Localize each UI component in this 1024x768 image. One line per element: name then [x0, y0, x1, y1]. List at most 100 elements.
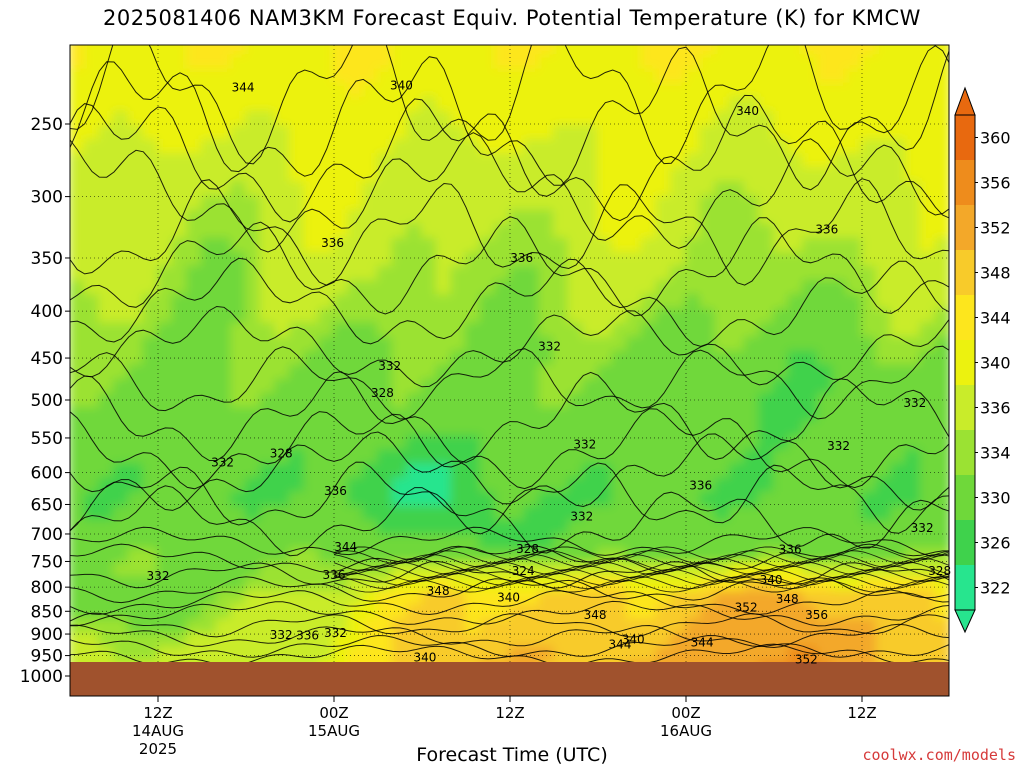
contour-label: 332 — [827, 439, 850, 453]
x-axis-label: Forecast Time (UTC) — [416, 744, 608, 766]
colorbar-label: 330 — [980, 489, 1011, 508]
colorbar-label: 326 — [980, 534, 1011, 553]
y-tick-label: 400 — [31, 302, 63, 322]
contour-line — [333, 554, 949, 568]
contour-label: 336 — [321, 236, 344, 250]
y-tick-label: 950 — [31, 647, 63, 667]
colorbar-segment — [955, 250, 975, 295]
colorbar-label: 356 — [980, 174, 1011, 193]
y-tick-label: 900 — [31, 625, 63, 645]
contour-line — [70, 216, 949, 317]
grid-lines — [70, 45, 949, 662]
y-tick-label: 500 — [31, 391, 63, 411]
contour-label: 344 — [232, 80, 255, 94]
y-tick-label: 700 — [31, 525, 63, 545]
contour-label: 348 — [584, 608, 607, 622]
colorbar-label: 336 — [980, 399, 1011, 418]
y-tick-label: 650 — [31, 495, 63, 515]
ground-surface — [70, 662, 949, 696]
y-tick-label: 350 — [31, 249, 63, 269]
contour-line — [70, 526, 949, 557]
contour-label: 332 — [911, 521, 934, 535]
y-axis: 250 300 350 400 450 500 550 600 650 700 750 800 850 9… — [20, 115, 70, 687]
colorbar-segment — [955, 160, 975, 205]
x-tick-label: 00Z — [319, 704, 348, 722]
colorbar-segment — [955, 475, 975, 520]
contour-label: 336 — [323, 568, 346, 582]
contour-line — [70, 543, 949, 573]
contour-line — [333, 550, 949, 565]
contour-line — [70, 132, 949, 253]
x-tick-label: 12Z — [143, 704, 172, 722]
contour-label: 352 — [795, 653, 818, 667]
x-tick-label: 12Z — [495, 704, 524, 722]
colorbar-label: 322 — [980, 579, 1011, 598]
contour-label: 340 — [413, 651, 436, 665]
contour-label: 328 — [371, 386, 394, 400]
contour-label: 332 — [270, 628, 293, 642]
contour-line — [333, 572, 949, 586]
contour-label: 332 — [324, 626, 347, 640]
colorbar-segment — [955, 115, 975, 160]
colorbar-segment — [955, 340, 975, 385]
contour-label: 340 — [736, 104, 759, 118]
colorbar-segment — [955, 205, 975, 250]
colorbar-label: 344 — [980, 309, 1011, 328]
contour-line — [70, 431, 949, 511]
contour-lines — [70, 45, 949, 667]
contour-label: 344 — [691, 635, 714, 649]
contour-label: 332 — [573, 437, 596, 451]
contour-label: 336 — [324, 484, 347, 498]
contour-label: 332 — [211, 456, 234, 470]
contour-label: 332 — [570, 510, 593, 524]
contour-label: 336 — [779, 543, 802, 557]
contour-label: 348 — [776, 592, 799, 606]
contour-line — [333, 579, 949, 593]
colorbar-label: 348 — [980, 264, 1011, 283]
contour-label: 328 — [516, 542, 539, 556]
contour-line — [333, 557, 949, 572]
colorbar-label: 352 — [980, 219, 1011, 238]
colorbar-bottom-arrow — [954, 609, 976, 634]
colorbar: 322 326 330 334 336 340 344 348 352 356 360 — [954, 86, 1011, 634]
x-tick-year: 2025 — [139, 740, 177, 758]
contour-label: 332 — [903, 396, 926, 410]
colorbar-label: 334 — [980, 444, 1011, 463]
contour-line — [70, 257, 949, 347]
y-tick-label: 250 — [31, 115, 63, 135]
y-tick-label: 750 — [31, 552, 63, 572]
contour-label: 356 — [805, 608, 828, 622]
contour-label: 336 — [815, 223, 838, 237]
contour-label: 340 — [760, 573, 783, 587]
contour-line — [70, 305, 949, 388]
contour-label: 344 — [334, 540, 357, 554]
colorbar-top-arrow — [954, 86, 976, 116]
contour-line — [70, 623, 949, 649]
colorbar-label: 340 — [980, 354, 1011, 373]
y-tick-label: 300 — [31, 188, 63, 208]
source-credit: coolwx.com/models — [862, 746, 1016, 764]
contour-line — [333, 546, 949, 561]
y-tick-label: 1000 — [20, 667, 63, 687]
contour-label: 340 — [622, 632, 645, 646]
contour-label: 344 — [609, 638, 632, 652]
contour-label: 328 — [270, 447, 293, 461]
contour-line — [70, 45, 949, 165]
contour-label: 348 — [427, 584, 450, 598]
contour-label: 336 — [689, 479, 712, 493]
chart-title: 2025081406 NAM3KM Forecast Equiv. Potent… — [103, 6, 921, 30]
colorbar-segment — [955, 385, 975, 430]
colorbar-segment — [955, 430, 975, 475]
colorbar-label: 360 — [980, 129, 1011, 148]
x-tick-sublabel: 15AUG — [308, 722, 360, 740]
x-tick-label: 00Z — [671, 704, 700, 722]
x-tick-sublabel: 16AUG — [660, 722, 712, 740]
x-tick-label: 12Z — [847, 704, 876, 722]
contour-label: 328 — [928, 564, 951, 578]
contour-label: 324 — [512, 564, 535, 578]
contour-label: 352 — [735, 601, 758, 615]
contour-label: 332 — [538, 339, 561, 353]
